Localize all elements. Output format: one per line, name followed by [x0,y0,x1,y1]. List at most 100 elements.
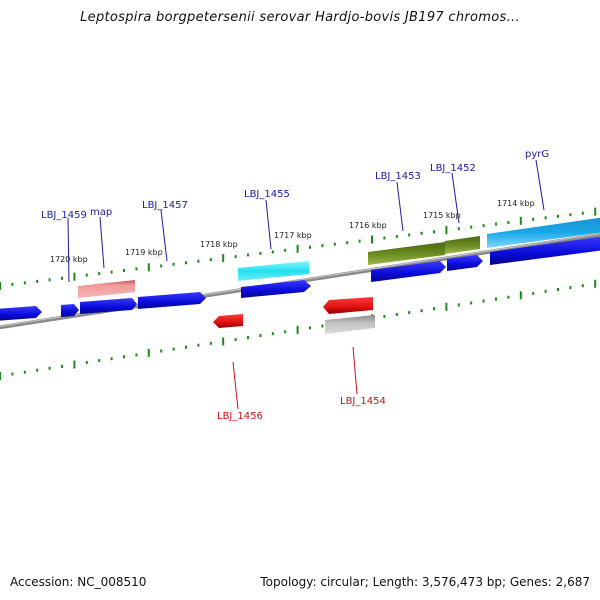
minor-tick [507,295,510,299]
map-title: Leptospira borgpetersenii serovar Hardjo… [80,10,520,25]
minor-tick [569,286,572,290]
feature-block-lbj1452[interactable] [445,236,480,254]
gene-label[interactable]: map [90,207,112,218]
gene-label[interactable]: LBJ_1459 [41,210,87,221]
gene-label[interactable]: LBJ_1454 [340,396,386,407]
minor-tick [482,224,485,228]
minor-tick [346,241,349,245]
minor-tick [247,253,249,257]
gene-arrow-lbj1453[interactable] [371,261,446,282]
gene-arrow-lbj1456[interactable] [213,314,243,328]
minor-tick [581,211,584,215]
gene-label[interactable]: LBJ_1452 [430,163,476,174]
minor-tick [98,272,101,276]
minor-tick [309,245,311,249]
minor-tick [433,230,435,234]
minor-tick [321,244,324,248]
minor-tick [358,239,361,243]
minor-tick [457,227,460,231]
minor-tick [557,214,559,218]
tick-label: 1717 kbp [274,231,312,240]
minor-tick [185,261,187,265]
major-tick [222,337,225,346]
minor-tick [172,347,175,351]
minor-tick [395,313,398,316]
minor-tick [98,359,101,363]
minor-tick [532,217,535,221]
minor-tick [271,250,274,254]
minor-tick [61,364,63,368]
minor-tick [48,278,51,282]
tick-label: 1719 kbp [125,248,163,257]
gene-label[interactable]: pyrG [525,149,549,160]
minor-tick [23,370,26,374]
genome-stats-text: Topology: circular; Length: 3,576,473 bp… [260,575,590,589]
minor-tick [36,279,39,283]
feature-block-lbj1454[interactable] [325,315,375,334]
minor-tick [284,248,287,252]
major-tick [73,272,76,281]
major-tick [73,360,76,369]
feature-block-map[interactable] [78,280,135,298]
minor-tick [197,343,200,347]
minor-tick [383,314,386,318]
gene-arrow-pyrG[interactable] [490,236,600,265]
feature-block-lbj1453[interactable] [368,242,445,265]
feature-block-lbj1455[interactable] [238,261,309,281]
feature-block-pyrG[interactable] [487,217,600,248]
gene-arrow[interactable] [61,304,79,317]
minor-tick [48,366,51,370]
minor-tick [85,273,88,277]
minor-tick [395,234,398,238]
minor-tick [197,259,200,263]
gene-label[interactable]: LBJ_1456 [217,411,263,422]
major-tick [296,325,299,334]
tick-label: 1715 kbp [423,211,461,220]
major-tick [222,254,225,263]
minor-tick [495,297,497,301]
gene-label[interactable]: LBJ_1457 [142,200,188,211]
gene-label[interactable]: LBJ_1453 [375,171,421,182]
minor-tick [85,361,88,364]
major-tick [371,235,373,244]
major-tick [445,226,448,235]
minor-tick [284,330,287,334]
minor-tick [110,270,113,274]
gene-arrow[interactable] [0,306,42,321]
minor-tick [61,276,63,280]
minor-tick [259,334,262,338]
major-tick [0,372,1,380]
minor-tick [420,309,423,313]
minor-tick [581,284,584,288]
minor-tick [234,255,237,259]
minor-tick [172,262,175,266]
minor-tick [470,301,473,305]
gene-label[interactable]: LBJ_1455 [244,189,290,200]
tick-label: 1716 kbp [349,221,387,230]
minor-tick [532,291,535,295]
tick-label: 1718 kbp [200,240,238,249]
minor-tick [333,242,336,246]
gene-arrow-lbj1454[interactable] [323,297,373,314]
gene-arrow-lbj1457[interactable] [138,292,206,309]
reverse-cds-track [213,297,375,334]
minor-tick [544,216,547,220]
minor-tick [457,303,460,307]
minor-tick [420,231,423,235]
minor-tick [544,289,547,293]
gene-arrow-lbj1452[interactable] [447,255,483,271]
major-tick [296,244,299,253]
minor-tick [185,345,187,349]
minor-tick [11,282,14,286]
minor-tick [23,281,26,285]
minor-tick [123,355,125,359]
gene-arrow-map[interactable] [80,298,137,314]
major-tick [594,279,597,288]
minor-tick [495,222,497,226]
minor-tick [408,233,411,237]
gene-arrow-lbj1455[interactable] [241,280,311,298]
label-leaders [67,159,545,410]
minor-tick [209,258,212,262]
minor-tick [383,236,386,240]
